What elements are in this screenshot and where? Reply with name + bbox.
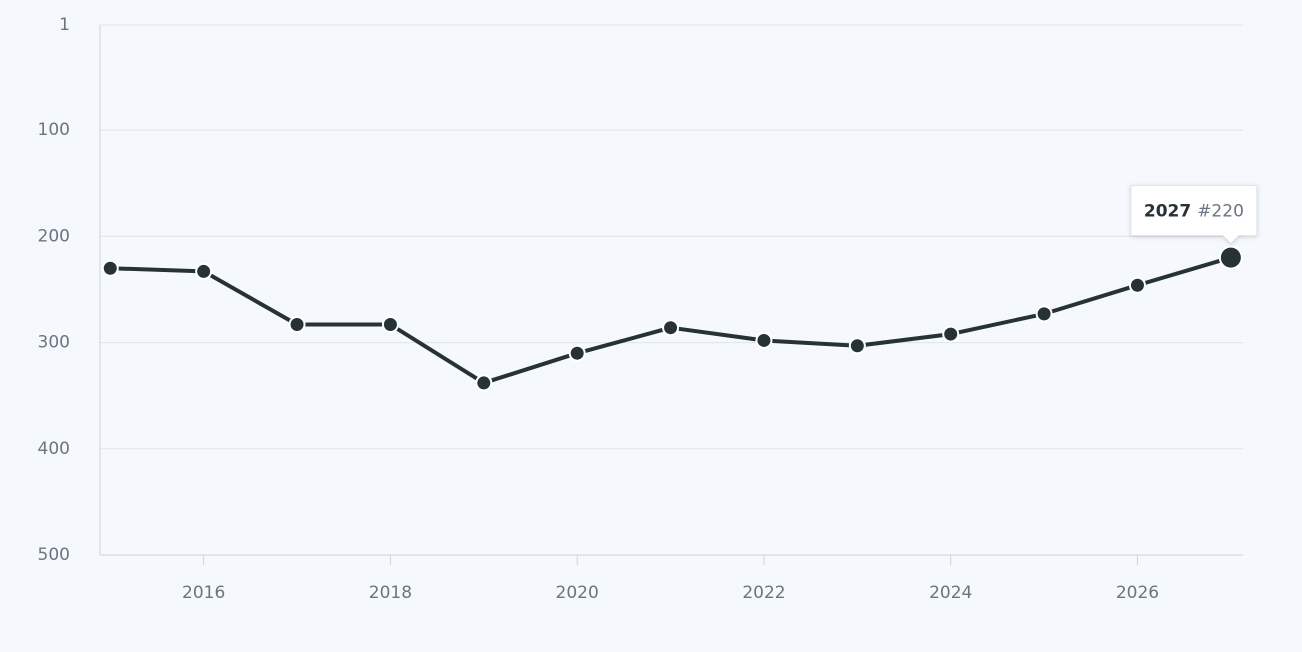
- point: [942, 325, 960, 343]
- x-tick-label: 2024: [929, 583, 972, 603]
- point: [381, 316, 399, 334]
- y-tick-label: 1: [59, 15, 70, 35]
- tooltip-text: 2027 #220: [1144, 202, 1244, 222]
- point: [101, 259, 119, 277]
- x-tick-label: 2020: [556, 583, 599, 603]
- point: [195, 262, 213, 280]
- x-tick-label: 2016: [182, 583, 225, 603]
- point: [662, 319, 680, 337]
- x-tick-label: 2018: [369, 583, 412, 603]
- tooltip-value: #220: [1197, 202, 1244, 222]
- point: [848, 337, 866, 355]
- tooltip: 2027 #220: [1130, 185, 1258, 245]
- x-tick-label: 2026: [1116, 583, 1159, 603]
- y-tick-label: 100: [38, 120, 70, 140]
- point: [568, 344, 586, 362]
- y-tick-label: 500: [38, 545, 70, 565]
- point: [755, 331, 773, 349]
- point: [288, 316, 306, 334]
- point: [1128, 276, 1146, 294]
- y-tick-label: 300: [38, 333, 70, 353]
- y-tick-label: 400: [38, 439, 70, 459]
- tooltip-box: [1130, 185, 1258, 245]
- x-tick-label: 2022: [742, 583, 785, 603]
- point: [1035, 305, 1053, 323]
- point: [475, 374, 493, 392]
- y-tick-label: 200: [38, 226, 70, 246]
- tooltip-title: 2027: [1144, 202, 1191, 222]
- point: [1218, 245, 1243, 270]
